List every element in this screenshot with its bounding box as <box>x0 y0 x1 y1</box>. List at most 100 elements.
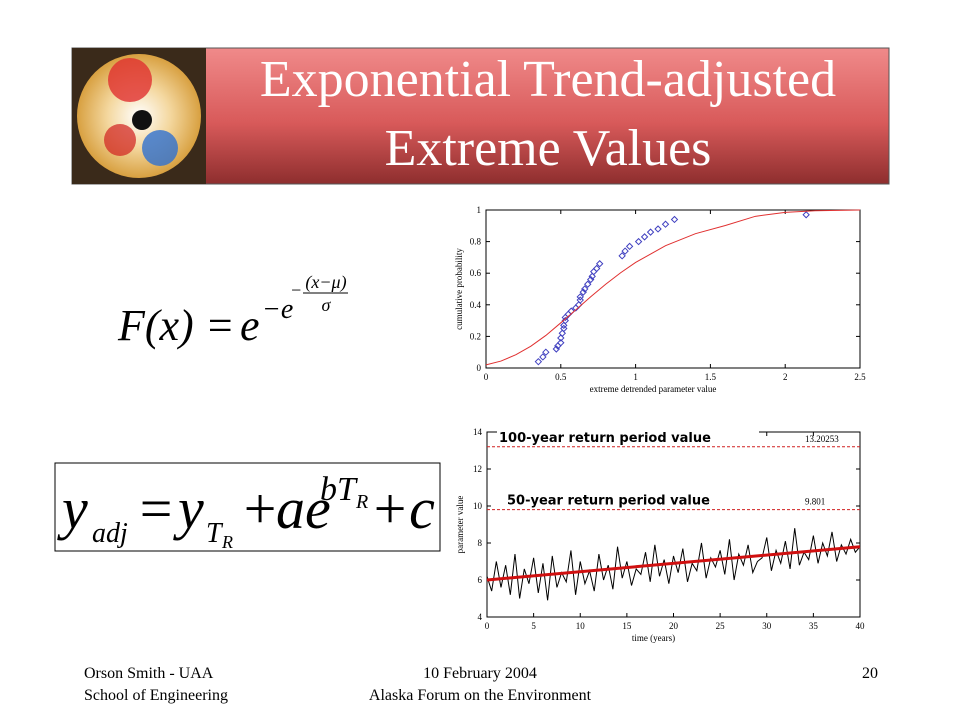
formula-1: F(x) = e −e − (x−μ) σ <box>117 272 348 350</box>
point <box>625 242 634 251</box>
y-axis-label: cumulative probability <box>454 248 464 330</box>
y-tick-label: 12 <box>473 464 482 474</box>
formula-text: σ <box>322 295 332 315</box>
point <box>534 357 543 366</box>
x-tick-label: 1 <box>633 372 638 382</box>
formula-text: T <box>337 471 358 508</box>
x-tick-label: 2.5 <box>854 372 866 382</box>
point <box>539 353 547 361</box>
y-tick-label: 0 <box>477 363 482 373</box>
point <box>560 324 568 333</box>
point <box>595 260 604 268</box>
title: Extreme Values <box>385 120 712 177</box>
point <box>802 211 810 219</box>
x-tick-label: 5 <box>531 621 536 631</box>
y-tick-label: 6 <box>478 575 483 585</box>
formula-2: y adj = y T R + ae b T R +c <box>54 462 441 552</box>
point <box>634 237 643 246</box>
series-line <box>486 545 861 582</box>
x-tick-label: 0 <box>484 372 489 382</box>
x-tick-label: 10 <box>576 621 586 631</box>
formula-text: = <box>205 301 235 350</box>
formula-box <box>54 462 441 552</box>
point <box>561 316 569 325</box>
annotation-value: 9.801 <box>805 497 825 507</box>
x-axis-label: extreme detrended parameter value <box>590 384 717 394</box>
x-tick-label: 30 <box>762 621 772 631</box>
plot-frame <box>486 431 861 618</box>
y-tick-label: 10 <box>473 501 483 511</box>
formula-text: ae <box>276 476 331 541</box>
formula-text: T <box>206 518 224 549</box>
plot-frame <box>485 209 861 369</box>
x-tick-label: 0 <box>485 621 490 631</box>
x-tick-label: 0.5 <box>555 372 567 382</box>
x-tick-label: 2 <box>783 372 788 382</box>
footer-text: School of Engineering <box>84 687 228 704</box>
point <box>654 225 662 233</box>
footer-text: 10 February 2004 <box>423 665 537 682</box>
y-tick-label: 8 <box>478 538 483 548</box>
formula-text: R <box>221 532 233 552</box>
point <box>592 264 601 273</box>
point <box>618 252 626 260</box>
x-tick-label: 25 <box>716 621 726 631</box>
y-tick-label: 1 <box>477 205 482 215</box>
x-tick-label: 20 <box>669 621 679 631</box>
annotation: 50-year return period value <box>507 494 710 509</box>
y-tick-label: 0.6 <box>470 268 482 278</box>
annotation: 100-year return period value <box>499 431 711 446</box>
formula-text: +c <box>370 476 435 541</box>
x-tick-label: 1.5 <box>705 372 717 382</box>
page-number: 20 <box>862 665 878 682</box>
formula-text: y <box>173 476 204 541</box>
globe-spot <box>104 124 136 156</box>
x-tick-label: 35 <box>809 621 819 631</box>
point <box>558 329 567 337</box>
annotation-bg <box>497 491 759 508</box>
x-tick-label: 40 <box>856 621 866 631</box>
point <box>621 247 629 255</box>
y-tick-label: 4 <box>478 612 483 622</box>
formula-text: b <box>320 471 337 508</box>
x-axis-label: time (years) <box>632 633 675 643</box>
y-tick-label: 14 <box>473 427 483 437</box>
point <box>557 334 565 342</box>
formula-text: = <box>136 476 175 541</box>
globe-spot <box>108 58 152 102</box>
y-tick-label: 0.8 <box>470 237 482 247</box>
formula-text: (x−μ) <box>305 272 346 293</box>
series-line <box>485 209 861 366</box>
annotation-value: 13.20253 <box>805 434 839 444</box>
globe-spot <box>142 130 178 166</box>
title: Exponential Trend-adjusted <box>260 51 836 108</box>
point <box>661 220 670 228</box>
globe-spot <box>132 110 152 130</box>
x-tick-label: 15 <box>622 621 632 631</box>
formula-text: + <box>240 476 279 541</box>
point <box>581 285 589 293</box>
y-axis-label: parameter value <box>455 496 465 554</box>
formula-text: R <box>355 491 368 513</box>
formula-text: − <box>290 280 302 300</box>
point <box>557 339 565 347</box>
point <box>588 272 596 281</box>
point <box>542 348 550 356</box>
point <box>640 233 649 241</box>
y-tick-label: 0.2 <box>470 331 481 341</box>
footer-text: Orson Smith - UAA <box>84 665 214 682</box>
point <box>560 321 568 330</box>
formula-text: y <box>57 476 88 541</box>
footer-text: Alaska Forum on the Environment <box>369 687 592 704</box>
y-tick-label: 0.4 <box>470 300 482 310</box>
formula-text: F(x) <box>117 301 194 350</box>
formula-text: e <box>240 301 260 350</box>
point <box>584 280 592 288</box>
point <box>576 296 584 304</box>
point <box>576 293 584 301</box>
formula-text: adj <box>92 518 128 549</box>
point <box>670 215 679 224</box>
point <box>646 228 655 236</box>
annotation-bg <box>497 428 759 445</box>
